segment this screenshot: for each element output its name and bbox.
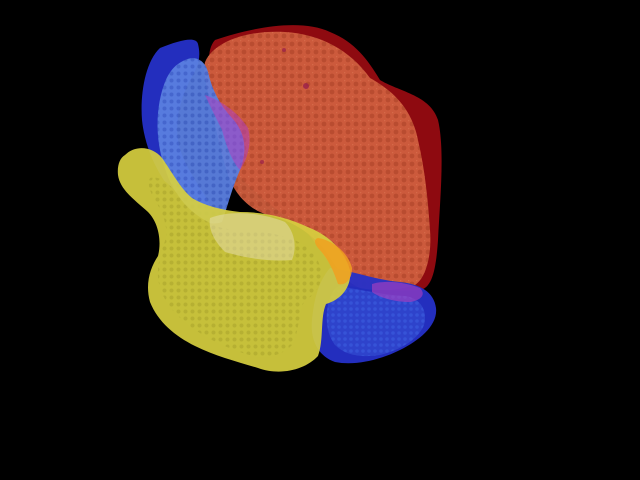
purple-overlap-top [205, 95, 250, 170]
translucent-overlap-center [209, 213, 295, 261]
red-speckle [260, 160, 264, 164]
red-body [204, 31, 431, 291]
blue-body-left [157, 58, 245, 224]
purple-overlap-bottom [372, 281, 423, 302]
blue-body-bottom [326, 286, 426, 357]
red-speckle [303, 83, 309, 89]
orange-overlap [315, 238, 352, 285]
yellow-body [148, 177, 322, 357]
red-speckle [282, 48, 286, 52]
